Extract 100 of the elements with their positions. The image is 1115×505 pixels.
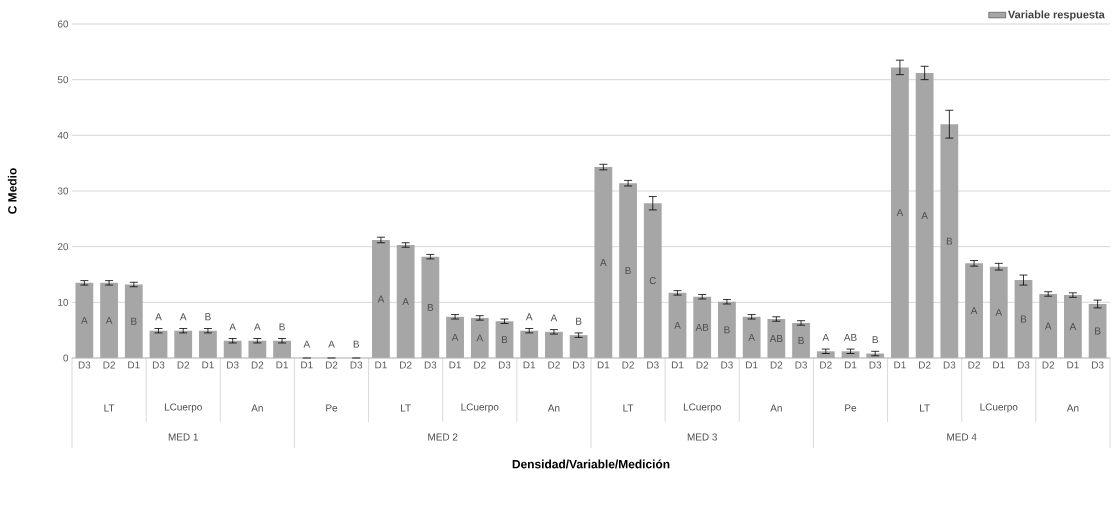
data-label: A	[402, 298, 409, 305]
text: Pe	[326, 404, 338, 412]
data-label: A	[995, 308, 1003, 316]
text: LT	[104, 404, 115, 412]
x-tick-label: D3	[227, 361, 239, 369]
text: LCuerpo	[164, 403, 202, 413]
data-label: B	[946, 237, 953, 245]
x-tick-label: D2	[400, 361, 412, 369]
x-tick-label: D2	[251, 361, 264, 369]
x-tick-label: D3	[721, 361, 733, 369]
data-label: A	[525, 313, 533, 321]
y-tick-label: 10	[58, 298, 69, 306]
x-tick-label: D3	[573, 361, 585, 369]
x-tick-label: D3	[498, 361, 511, 369]
x-tick-label: D3	[1017, 361, 1030, 369]
y-tick-label: 20	[57, 243, 69, 251]
x-tick-label: D2	[548, 361, 560, 369]
data-label: A	[674, 321, 681, 329]
data-label: A	[105, 316, 113, 324]
data-label: B	[798, 337, 804, 344]
y-tick-label: 40	[57, 131, 69, 139]
text: LT	[920, 404, 930, 412]
x-tick-label: D3	[350, 361, 363, 369]
data-label: B	[576, 317, 582, 325]
text: LCuerpo	[980, 403, 1018, 413]
x-tick-label: D1	[597, 361, 610, 369]
text: LT	[401, 404, 411, 412]
x-tick-label: D1	[202, 361, 214, 369]
legend-label: Variable respuesta	[1008, 10, 1105, 21]
data-label: B	[279, 323, 285, 331]
data-label: B	[625, 267, 631, 275]
x-tick-label: D1	[301, 361, 313, 369]
x-tick-label: D1	[671, 361, 684, 369]
text: An	[251, 404, 263, 412]
data-label: AB	[769, 335, 783, 342]
x-tick-label: D3	[943, 361, 956, 369]
text: MED 2	[428, 433, 458, 441]
text: MED 3	[687, 433, 717, 441]
data-label: B	[1020, 315, 1027, 323]
text: An	[547, 404, 560, 412]
text: LT	[623, 404, 634, 412]
x-tick-label: D1	[993, 361, 1005, 369]
x-tick-label: D3	[78, 361, 91, 369]
data-label: A	[303, 340, 311, 348]
x-tick-label: D1	[128, 361, 140, 369]
data-label: A	[896, 209, 904, 217]
y-tick-label: 30	[57, 187, 69, 195]
data-label: AB	[843, 333, 857, 341]
x-tick-label: D2	[1042, 361, 1055, 369]
data-label: B	[872, 336, 878, 344]
x-tick-label: D3	[152, 361, 165, 369]
data-label: A	[1044, 322, 1052, 330]
x-tick-label: D2	[177, 361, 190, 369]
text: An	[770, 404, 782, 412]
y-axis-title: C Medio	[7, 168, 17, 214]
data-label: A	[476, 334, 484, 342]
x-tick-label: D2	[919, 361, 931, 369]
data-label: A	[377, 295, 385, 303]
x-tick-label: D1	[1067, 361, 1079, 369]
data-label: A	[550, 314, 558, 322]
x-tick-label: D2	[622, 361, 634, 369]
data-label: A	[328, 340, 335, 348]
text: MED 1	[168, 433, 198, 441]
data-label: A	[81, 316, 88, 324]
x-tick-label: D3	[424, 361, 437, 369]
data-label: A	[179, 313, 187, 321]
data-label: B	[205, 313, 211, 321]
x-tick-label: D3	[795, 361, 807, 369]
y-tick-label: 60	[57, 20, 69, 28]
data-label: A	[600, 259, 607, 266]
data-label: B	[724, 326, 730, 334]
data-label: A	[155, 313, 162, 321]
data-label: B	[427, 303, 434, 311]
data-label: A	[229, 323, 236, 331]
x-tick-label: D2	[325, 361, 338, 369]
x-tick-label: D1	[523, 361, 536, 369]
x-tick-label: D2	[103, 361, 115, 369]
x-tick-label: D2	[770, 361, 783, 369]
data-label: A	[970, 307, 978, 315]
text: An	[1066, 404, 1079, 412]
data-label: C	[649, 277, 656, 285]
data-label: B	[353, 340, 360, 348]
x-tick-label: D3	[647, 361, 659, 369]
data-label: A	[254, 323, 261, 331]
y-tick-label: 50	[57, 76, 69, 84]
text: LCuerpo	[461, 403, 499, 413]
text: MED 4	[947, 433, 977, 441]
x-tick-label: D2	[820, 361, 832, 369]
data-label: A	[451, 333, 459, 341]
data-label: B	[1095, 327, 1101, 335]
data-label: AB	[695, 323, 709, 331]
x-tick-label: D3	[869, 361, 882, 369]
x-tick-label: D2	[968, 361, 980, 369]
data-label: A	[921, 212, 928, 219]
data-label: A	[822, 333, 830, 341]
data-label: A	[1069, 323, 1077, 330]
text: LCuerpo	[683, 403, 721, 413]
y-tick-label: 0	[63, 354, 69, 362]
data-label: A	[748, 333, 755, 341]
x-tick-label: D1	[746, 361, 758, 369]
